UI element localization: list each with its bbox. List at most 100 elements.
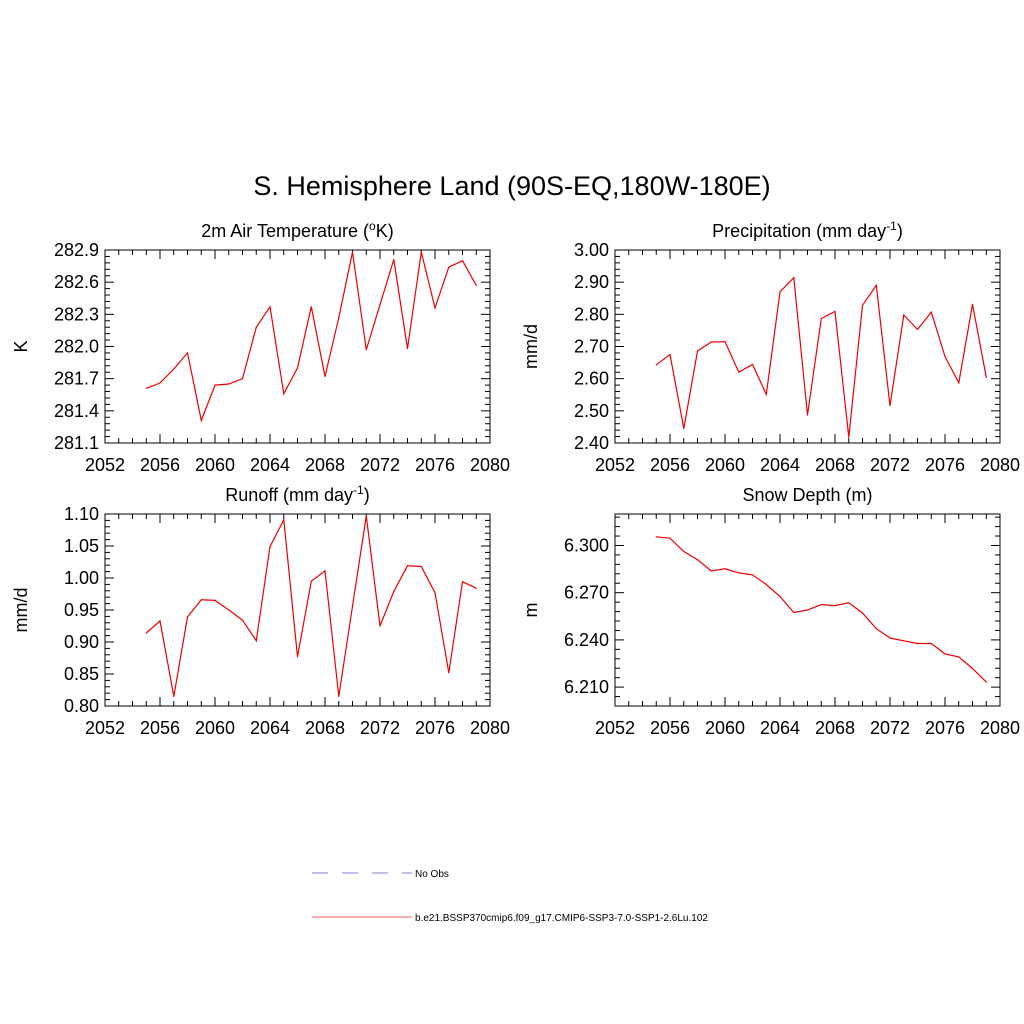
data-point	[283, 393, 285, 395]
data-point	[944, 355, 946, 358]
data-point	[338, 316, 340, 319]
series-line	[145, 515, 477, 697]
chart-panels: 2052 2056 2060 2064 2068 2072 2076 2080 281.1 281…	[11, 219, 1020, 738]
data-point	[738, 572, 740, 574]
panel-title: 2m Air Temperature (oK)	[201, 219, 393, 241]
data-point	[475, 284, 477, 286]
y-tick-label: 282.6	[54, 272, 99, 292]
data-point	[214, 384, 216, 386]
data-point	[765, 583, 767, 586]
x-tick-label: 2064	[250, 455, 290, 475]
legend: No Obs b.e21.BSSP370cmip6.f09_g17.CMIP6-S…	[312, 869, 708, 924]
data-point	[655, 364, 657, 366]
panel-title-superscript: -1	[886, 219, 897, 233]
x-tick-label: 2072	[360, 455, 400, 475]
panel-title-superscript: o	[369, 219, 376, 233]
data-point	[710, 341, 712, 343]
data-point	[930, 311, 932, 313]
data-point	[269, 546, 271, 548]
data-point	[406, 348, 409, 350]
x-tick-label: 2064	[760, 718, 800, 738]
y-tick-label: 1.05	[64, 536, 99, 556]
x-tick-label: 2080	[470, 455, 510, 475]
data-point	[848, 602, 850, 604]
y-tick-label: 282.9	[54, 240, 99, 260]
data-point	[200, 419, 202, 422]
data-point	[820, 317, 822, 320]
data-point	[159, 382, 161, 384]
data-point	[669, 537, 671, 539]
data-point	[985, 376, 987, 378]
data-point	[351, 251, 354, 253]
data-point	[683, 427, 685, 430]
data-point	[173, 368, 175, 370]
data-point	[420, 251, 422, 253]
data-point	[916, 642, 919, 645]
data-point	[255, 326, 257, 328]
data-point	[971, 303, 974, 305]
data-point	[861, 612, 864, 614]
y-axis-label: K	[11, 340, 31, 352]
chart-panel-2: 2052 2056 2060 2064 2068 2072 2076 2080 2.40 2.50…	[521, 219, 1020, 475]
panel-title-superscript: -1	[353, 483, 364, 497]
panel-title: Runoff (mm day-1)	[225, 483, 369, 505]
data-point	[930, 642, 932, 645]
data-point	[228, 383, 230, 385]
data-point	[241, 619, 244, 621]
series-line	[146, 251, 477, 423]
x-tick-label: 2064	[760, 455, 800, 475]
y-tick-label: 3.00	[574, 240, 609, 260]
x-tick-label: 2060	[195, 455, 235, 475]
data-point	[186, 616, 189, 618]
chart-panel-4: 2052 2056 2060 2064 2068 2072 2076 2080 6.210 6.2…	[521, 485, 1020, 738]
data-point	[903, 314, 905, 316]
data-point	[889, 637, 891, 639]
chart-panel-3: 2052 2056 2060 2064 2068 2072 2076 2080 0.80 0.85…	[11, 483, 510, 738]
data-point	[834, 310, 836, 313]
data-point	[461, 260, 464, 262]
data-point	[751, 574, 754, 576]
data-point	[159, 620, 161, 622]
panel-title: Snow Depth (m)	[742, 485, 872, 505]
y-tick-label: 2.90	[574, 272, 609, 292]
data-point	[296, 367, 299, 369]
data-point	[875, 628, 877, 630]
x-tick-label: 2052	[595, 718, 635, 738]
data-point	[710, 570, 712, 572]
data-point	[310, 580, 312, 582]
y-tick-label: 6.240	[564, 630, 609, 650]
data-point	[820, 604, 822, 606]
panel-title-main: Snow Depth (m)	[742, 485, 872, 505]
data-point	[310, 306, 312, 308]
data-point	[779, 291, 781, 293]
x-tick-label: 2068	[815, 718, 855, 738]
x-tick-label: 2064	[250, 718, 290, 738]
data-point	[958, 656, 960, 658]
y-tick-label: 281.1	[54, 433, 99, 453]
data-point	[669, 353, 671, 356]
data-point	[145, 387, 147, 389]
data-point	[448, 266, 450, 268]
data-point	[173, 695, 175, 698]
y-tick-label: 2.70	[574, 337, 609, 357]
data-point	[420, 565, 422, 568]
data-point	[461, 581, 464, 583]
data-point	[738, 371, 740, 373]
data-point	[985, 681, 987, 683]
y-tick-label: 0.90	[64, 632, 99, 652]
y-tick-label: 1.10	[64, 504, 99, 524]
y-axis-label: m	[521, 603, 541, 618]
plot-frame	[104, 513, 491, 707]
data-point	[269, 306, 271, 308]
x-tick-label: 2072	[360, 718, 400, 738]
data-point	[696, 350, 699, 352]
x-tick-label: 2056	[650, 718, 690, 738]
data-point	[724, 568, 726, 570]
data-point	[338, 695, 340, 698]
data-point	[683, 550, 685, 553]
data-point	[889, 405, 891, 407]
y-tick-label: 282.0	[54, 337, 99, 357]
series-line	[656, 536, 987, 683]
y-tick-label: 2.60	[574, 369, 609, 389]
data-point	[793, 277, 795, 279]
